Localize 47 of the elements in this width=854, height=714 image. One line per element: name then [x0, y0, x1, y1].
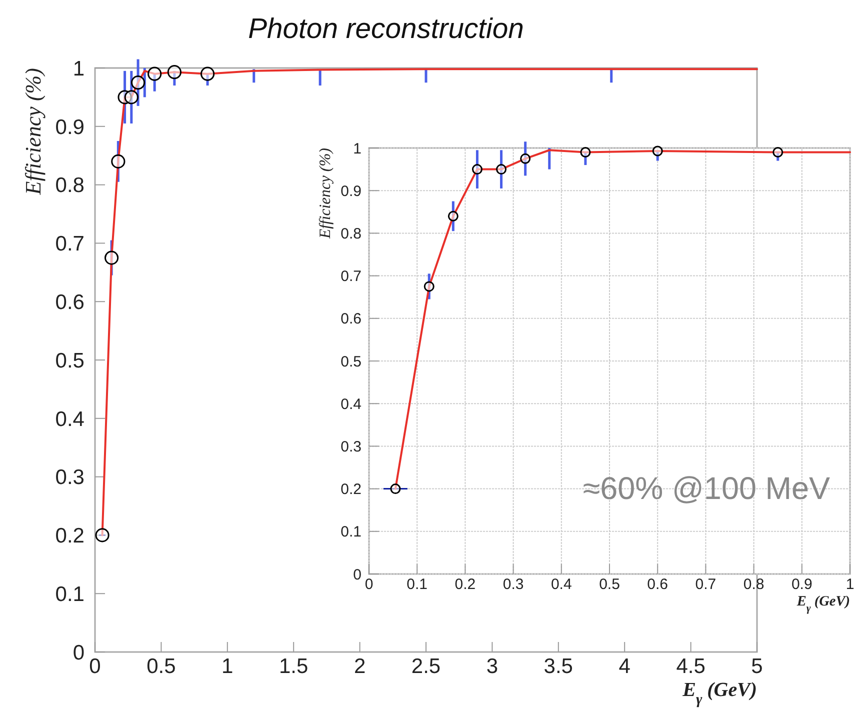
x-tick-label: 0.2: [454, 576, 476, 593]
x-tick-label: 0: [364, 576, 374, 593]
y-tick-label: 0.1: [340, 524, 362, 541]
y-tick-label: 0.2: [55, 524, 84, 548]
chart-title: Photon reconstruction: [248, 13, 524, 45]
x-tick-label: 4: [618, 655, 631, 678]
y-tick-label: 0.3: [340, 438, 362, 456]
x-tick-label: 0.5: [146, 655, 176, 678]
y-axis-title: Efficiency (%): [317, 148, 334, 240]
x-tick-label: 3: [486, 655, 498, 678]
y-axis-title: Efficiency (%): [20, 68, 46, 196]
y-tick-label: 0.3: [55, 466, 84, 490]
x-tick-label: 1: [222, 655, 234, 678]
x-tick-label: 0.7: [695, 576, 716, 593]
x-tick-label: 0: [89, 655, 101, 678]
x-tick-label: 0.4: [550, 576, 572, 593]
y-tick-label: 0.8: [340, 225, 362, 242]
x-tick-label: 4.5: [676, 655, 706, 678]
x-tick-label: 0.5: [599, 576, 620, 593]
annotation: ≈60% @100 MeV: [582, 470, 830, 506]
y-tick-label: 0.9: [340, 182, 362, 200]
x-tick-label: 0.3: [502, 576, 524, 593]
x-axis-title: E$_{γ}$ (GeV): [682, 679, 757, 708]
y-tick-label: 1: [72, 57, 84, 80]
x-tick-label: 2: [354, 655, 366, 678]
y-tick-label: 0.4: [55, 408, 85, 431]
x-tick-label: 0.8: [743, 576, 764, 593]
y-tick-label: 0.5: [55, 349, 84, 372]
y-tick-label: 0.4: [340, 396, 362, 413]
x-tick-label: 1.5: [279, 655, 308, 678]
x-axis-title: E$_{γ}$ (GeV): [796, 594, 850, 614]
y-tick-label: 0.7: [340, 268, 362, 286]
x-tick-label: 3.5: [544, 655, 573, 678]
y-tick-label: 0.2: [340, 481, 362, 498]
y-tick-label: 0.9: [55, 116, 84, 139]
y-tick-label: 1: [353, 140, 362, 158]
y-tick-label: 0.7: [55, 232, 84, 256]
x-tick-label: 0.6: [647, 576, 668, 593]
y-tick-label: 0.6: [340, 310, 362, 328]
x-tick-label: 5: [751, 655, 763, 678]
x-tick-label: 0.9: [791, 576, 812, 593]
x-tick-label: 2.5: [411, 655, 441, 678]
y-tick-label: 0.8: [55, 174, 84, 198]
y-tick-label: 0.5: [340, 353, 362, 370]
x-tick-label: 0.1: [406, 576, 428, 593]
y-tick-label: 0.6: [55, 290, 84, 314]
x-tick-label: 1: [846, 576, 854, 593]
